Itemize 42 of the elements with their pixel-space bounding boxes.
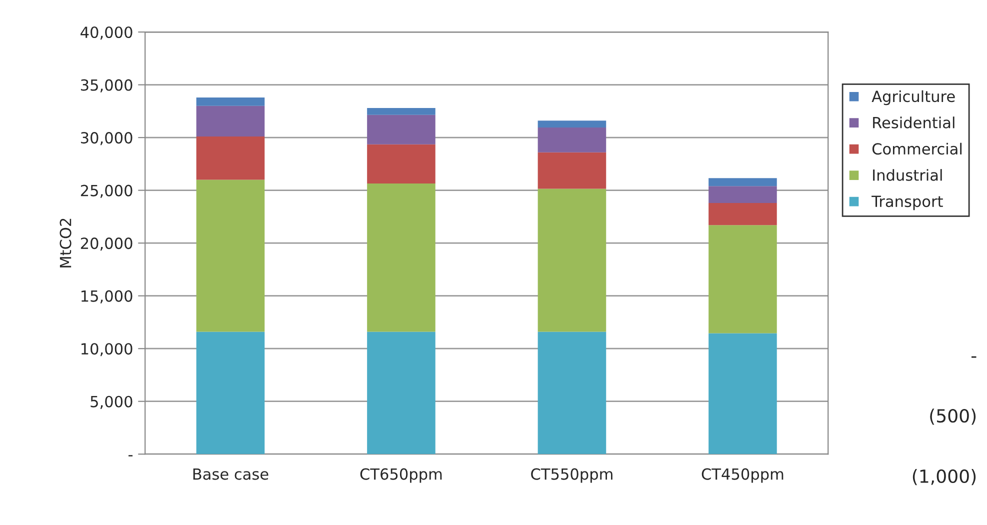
y-axis-title: MtCO2 [60, 218, 72, 268]
y-tick-label: 5,000 [90, 396, 132, 409]
legend-label: Industrial [873, 169, 942, 181]
y-tick-label: 40,000 [80, 26, 132, 40]
text: (1,000) [912, 469, 976, 486]
legend-label: Commercial [872, 142, 962, 155]
bar [367, 183, 436, 332]
text: (500) [930, 408, 976, 425]
bar [708, 225, 777, 334]
legend-label: Residential [873, 116, 954, 128]
x-tick-label: CT550ppm [531, 468, 612, 483]
bar [708, 178, 777, 186]
bar [538, 120, 606, 128]
bar [196, 136, 265, 180]
bar [538, 332, 606, 454]
bar [367, 114, 436, 144]
bar [196, 97, 265, 106]
y-tick-label: 10,000 [82, 343, 132, 356]
bar [538, 152, 606, 189]
y-tick-label: - [128, 455, 133, 456]
bar [708, 186, 777, 203]
bar [196, 106, 265, 136]
y-tick-label: 15,000 [82, 290, 132, 304]
legend-label: Transport [872, 196, 943, 210]
legend-label: Agriculture [872, 90, 955, 106]
bar [538, 188, 606, 332]
y-tick-label: 35,000 [80, 79, 132, 92]
bar [708, 202, 777, 226]
x-tick-label: Base case [193, 468, 268, 480]
bar [538, 128, 606, 152]
text: - [972, 356, 976, 358]
x-tick-label: CT650ppm [360, 468, 442, 483]
bar [196, 180, 265, 332]
bar [708, 333, 777, 454]
x-tick-label: CT450ppm [702, 468, 784, 483]
y-tick-label: 20,000 [80, 238, 132, 251]
y-tick-label: 30,000 [80, 132, 132, 146]
bar [367, 332, 436, 454]
bar [367, 108, 436, 115]
bar [367, 144, 436, 184]
y-tick-label: 25,000 [80, 184, 132, 198]
bar [196, 332, 265, 454]
